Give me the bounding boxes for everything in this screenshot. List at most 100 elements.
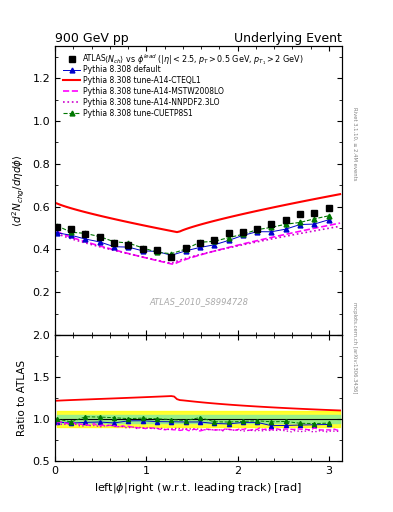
ATLAS [169, 254, 174, 260]
ATLAS [298, 210, 302, 217]
ATLAS [312, 209, 317, 216]
Pythia 8.308 tune-A14-NNPDF2.3LO [55, 230, 59, 237]
Pythia 8.308 tune-A14-MSTW2008LO [172, 261, 176, 267]
Pythia 8.308 tune-A14-MSTW2008LO [226, 244, 231, 250]
ATLAS [183, 245, 188, 251]
Pythia 8.308 tune-CUETP8S1 [212, 238, 217, 244]
Text: mcplots.cern.ch [arXiv:1306.3436]: mcplots.cern.ch [arXiv:1306.3436] [352, 303, 357, 394]
Pythia 8.308 tune-CUETP8S1 [55, 223, 59, 229]
X-axis label: left|$\phi$|right (w.r.t. leading track) [rad]: left|$\phi$|right (w.r.t. leading track)… [94, 481, 303, 495]
ATLAS [69, 226, 73, 232]
Line: Pythia 8.308 default: Pythia 8.308 default [54, 218, 331, 258]
Pythia 8.308 tune-A14-MSTW2008LO [109, 246, 114, 252]
ATLAS [112, 240, 116, 246]
Pythia 8.308 default [255, 229, 259, 235]
Line: Pythia 8.308 tune-A14-MSTW2008LO: Pythia 8.308 tune-A14-MSTW2008LO [57, 223, 340, 264]
Pythia 8.308 tune-A14-NNPDF2.3LO [109, 247, 114, 253]
Y-axis label: Ratio to ATLAS: Ratio to ATLAS [17, 360, 27, 436]
ATLAS [255, 226, 259, 232]
Pythia 8.308 tune-A14-NNPDF2.3LO [226, 245, 231, 251]
ATLAS [283, 217, 288, 223]
Pythia 8.308 tune-A14-NNPDF2.3LO [169, 260, 174, 266]
Pythia 8.308 tune-A14-MSTW2008LO [338, 220, 342, 226]
Pythia 8.308 tune-A14-NNPDF2.3LO [203, 250, 208, 256]
Pythia 8.308 default [169, 252, 174, 259]
Pythia 8.308 tune-A14-MSTW2008LO [326, 222, 331, 228]
Pythia 8.308 default [198, 244, 202, 250]
ATLAS [154, 247, 159, 253]
Pythia 8.308 default [269, 229, 274, 235]
ATLAS [126, 242, 131, 248]
Pythia 8.308 default [55, 230, 59, 236]
Pythia 8.308 tune-A14-CTEQL1 [109, 215, 114, 221]
ATLAS [241, 229, 245, 235]
Pythia 8.308 tune-A14-CTEQL1 [326, 193, 331, 199]
Pythia 8.308 tune-CUETP8S1 [83, 230, 88, 237]
Pythia 8.308 tune-A14-NNPDF2.3LO [318, 227, 322, 233]
Pythia 8.308 tune-CUETP8S1 [326, 213, 331, 219]
Pythia 8.308 default [126, 244, 131, 250]
Pythia 8.308 default [283, 226, 288, 232]
Text: ATLAS_2010_S8994728: ATLAS_2010_S8994728 [149, 297, 248, 306]
Pythia 8.308 default [212, 242, 217, 248]
Pythia 8.308 default [241, 232, 245, 239]
Pythia 8.308 tune-A14-MSTW2008LO [318, 224, 322, 230]
Pythia 8.308 default [83, 236, 88, 242]
ATLAS [55, 224, 59, 230]
Pythia 8.308 default [183, 248, 188, 254]
Pythia 8.308 default [298, 222, 302, 228]
ATLAS [226, 230, 231, 237]
Pythia 8.308 tune-CUETP8S1 [183, 246, 188, 252]
Pythia 8.308 default [312, 221, 317, 227]
Pythia 8.308 tune-CUETP8S1 [140, 245, 145, 251]
Pythia 8.308 default [112, 244, 116, 250]
Pythia 8.308 tune-CUETP8S1 [255, 227, 259, 233]
Pythia 8.308 tune-CUETP8S1 [283, 221, 288, 227]
Text: Underlying Event: Underlying Event [234, 32, 342, 45]
Pythia 8.308 tune-CUETP8S1 [169, 251, 174, 257]
Pythia 8.308 tune-A14-NNPDF2.3LO [338, 223, 342, 229]
Pythia 8.308 tune-A14-CTEQL1 [174, 229, 179, 235]
Line: ATLAS: ATLAS [54, 206, 331, 260]
Pythia 8.308 tune-CUETP8S1 [226, 234, 231, 241]
ATLAS [83, 231, 88, 237]
Text: 900 GeV pp: 900 GeV pp [55, 32, 129, 45]
Line: Pythia 8.308 tune-CUETP8S1: Pythia 8.308 tune-CUETP8S1 [54, 214, 331, 256]
Pythia 8.308 tune-CUETP8S1 [126, 240, 131, 246]
Text: $\langle N_{ch}\rangle$ vs $\phi^{lead}$ ($|\eta|<2.5, p_T>0.5$ GeV, $p_{T_1}>2$: $\langle N_{ch}\rangle$ vs $\phi^{lead}$… [105, 52, 304, 67]
Pythia 8.308 default [154, 248, 159, 254]
Pythia 8.308 default [140, 248, 145, 254]
Pythia 8.308 tune-A14-CTEQL1 [338, 191, 342, 197]
Pythia 8.308 tune-CUETP8S1 [312, 216, 317, 222]
Pythia 8.308 default [326, 217, 331, 223]
Pythia 8.308 tune-CUETP8S1 [97, 233, 102, 240]
Pythia 8.308 tune-CUETP8S1 [269, 224, 274, 230]
Pythia 8.308 tune-CUETP8S1 [241, 231, 245, 238]
Legend: ATLAS, Pythia 8.308 default, Pythia 8.308 tune-A14-CTEQL1, Pythia 8.308 tune-A14: ATLAS, Pythia 8.308 default, Pythia 8.30… [62, 53, 226, 119]
Pythia 8.308 default [69, 232, 73, 238]
Pythia 8.308 tune-CUETP8S1 [69, 229, 73, 236]
Pythia 8.308 tune-CUETP8S1 [198, 239, 202, 245]
ATLAS [198, 240, 202, 246]
Pythia 8.308 tune-A14-CTEQL1 [55, 200, 59, 206]
Text: Rivet 3.1.10, ≥ 2.4M events: Rivet 3.1.10, ≥ 2.4M events [352, 106, 357, 180]
Pythia 8.308 default [226, 238, 231, 244]
Pythia 8.308 default [97, 239, 102, 245]
Pythia 8.308 tune-A14-MSTW2008LO [203, 250, 208, 257]
Pythia 8.308 tune-CUETP8S1 [112, 239, 116, 245]
Pythia 8.308 tune-A14-NNPDF2.3LO [326, 225, 331, 231]
ATLAS [326, 205, 331, 211]
Pythia 8.308 tune-A14-CTEQL1 [318, 195, 322, 201]
Pythia 8.308 tune-CUETP8S1 [154, 249, 159, 255]
Pythia 8.308 tune-A14-CTEQL1 [203, 220, 208, 226]
Y-axis label: $\langle d^2 N_{chg}/d\eta d\phi \rangle$: $\langle d^2 N_{chg}/d\eta d\phi \rangle… [11, 154, 27, 227]
Pythia 8.308 tune-A14-MSTW2008LO [55, 228, 59, 234]
Pythia 8.308 tune-A14-CTEQL1 [120, 218, 125, 224]
ATLAS [140, 246, 145, 252]
ATLAS [269, 221, 274, 227]
ATLAS [212, 237, 217, 243]
Pythia 8.308 tune-A14-MSTW2008LO [120, 249, 125, 255]
Line: Pythia 8.308 tune-A14-CTEQL1: Pythia 8.308 tune-A14-CTEQL1 [57, 194, 340, 232]
ATLAS [97, 234, 102, 241]
Pythia 8.308 tune-A14-NNPDF2.3LO [120, 249, 125, 255]
